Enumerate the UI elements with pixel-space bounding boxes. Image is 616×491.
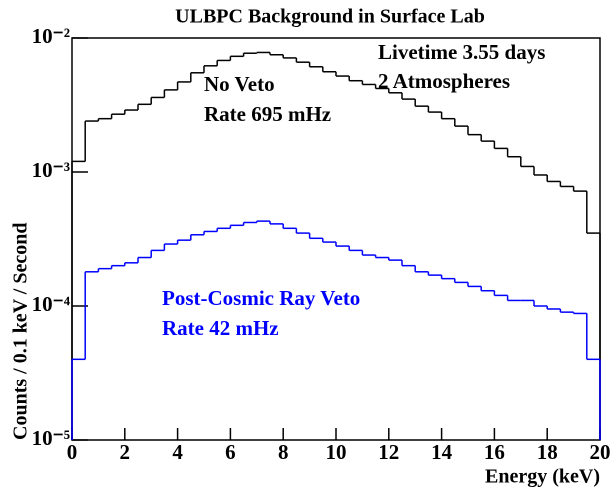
annotation: 2 Atmospheres [378,69,510,93]
x-tick-label: 12 [378,440,399,464]
x-tick-label: 18 [537,440,558,464]
y-tick-label: 10⁻² [32,24,70,48]
x-tick-label: 16 [484,440,505,464]
x-axis-label: Energy (keV) [485,466,600,488]
y-tick-label: 10⁻⁵ [32,426,70,450]
x-tick-label: 2 [120,440,131,464]
annotation: Rate 695 mHz [204,102,331,126]
x-tick-label: 14 [431,440,453,464]
y-axis-label: Counts / 0.1 keV / Second [10,223,32,440]
x-tick-label: 4 [172,440,183,464]
x-tick-label: 10 [326,440,347,464]
annotation: Rate 42 mHz [162,316,279,340]
chart-title: ULBPC Background in Surface Lab [175,6,485,28]
x-tick-label: 20 [590,440,611,464]
annotation: Livetime 3.55 days [378,40,545,64]
x-tick-label: 6 [225,440,236,464]
x-tick-label: 8 [278,440,289,464]
annotation: Post-Cosmic Ray Veto [162,286,360,310]
x-tick-label: 0 [67,440,78,464]
annotation: No Veto [204,72,275,96]
y-tick-label: 10⁻⁴ [32,292,71,316]
y-tick-label: 10⁻³ [32,158,70,182]
